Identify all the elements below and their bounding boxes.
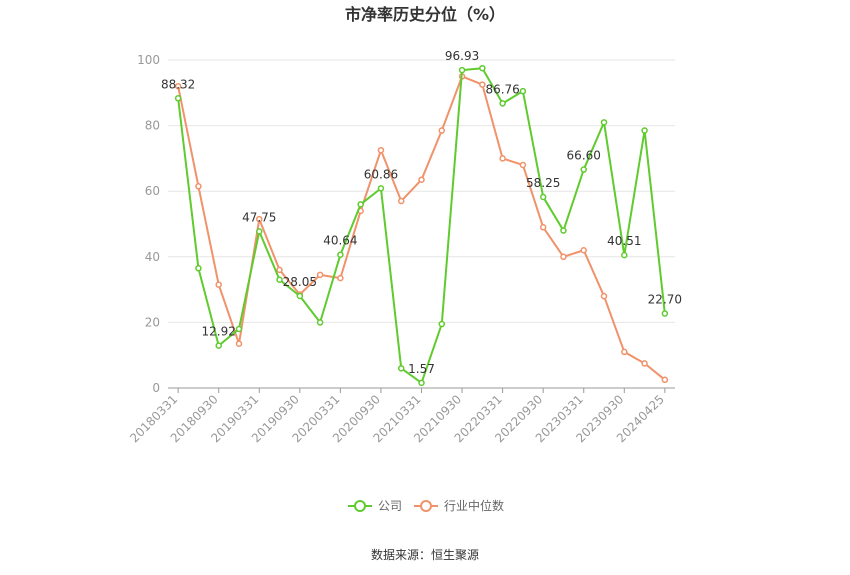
data-label: 66.60 [567, 149, 601, 163]
data-point[interactable] [357, 201, 364, 208]
data-point[interactable] [276, 276, 283, 284]
series-layer [174, 64, 669, 387]
data-point[interactable] [519, 87, 527, 95]
y-tick-label: 80 [145, 119, 160, 133]
chart-title: 市净率历史分位（%） [345, 5, 505, 24]
data-point[interactable] [621, 348, 628, 356]
legend-item-1[interactable]: 行业中位数 [414, 498, 504, 513]
y-tick-label: 0 [152, 381, 160, 395]
source-note: 数据来源：恒生聚源 [371, 547, 479, 562]
legend-swatch-marker [420, 500, 432, 512]
data-point[interactable] [539, 193, 547, 201]
data-point[interactable] [580, 166, 587, 173]
data-point[interactable] [438, 320, 446, 328]
data-point[interactable] [215, 281, 222, 288]
data-point[interactable] [539, 224, 547, 231]
data-label: 1.57 [408, 362, 435, 376]
y-tick-label: 20 [145, 315, 160, 329]
data-point[interactable] [479, 81, 486, 88]
data-label: 12.92 [202, 325, 236, 339]
data-label: 47.75 [242, 210, 276, 224]
data-point[interactable] [195, 183, 202, 190]
data-point[interactable] [397, 365, 405, 372]
data-point[interactable] [377, 146, 385, 154]
data-point[interactable] [174, 95, 182, 102]
axes: 0204060801002018033120180930201903312019… [127, 53, 675, 445]
data-point[interactable] [235, 325, 243, 333]
data-point[interactable] [661, 310, 669, 317]
data-label: 88.32 [161, 77, 195, 91]
data-point[interactable] [458, 66, 466, 74]
data-labels: 88.32 12.92 47.75 28.05 40.64 60.86 1.57 96.93 8… [161, 49, 682, 376]
data-label: 86.76 [485, 82, 519, 96]
data-point[interactable] [661, 376, 669, 384]
data-label: 28.05 [283, 275, 317, 289]
data-point[interactable] [641, 360, 648, 367]
data-label: 40.51 [607, 234, 641, 248]
data-point[interactable] [600, 292, 608, 300]
data-point[interactable] [276, 266, 283, 274]
data-point[interactable] [316, 319, 324, 326]
legend-label: 行业中位数 [444, 498, 504, 513]
series-line-0 [177, 67, 666, 384]
data-point[interactable] [174, 82, 182, 90]
data-point[interactable] [377, 185, 385, 192]
data-point[interactable] [519, 161, 527, 169]
data-label: 58.25 [526, 176, 560, 190]
data-label: 22.70 [648, 293, 682, 307]
data-point[interactable] [296, 292, 304, 300]
data-point[interactable] [499, 100, 506, 107]
data-label: 60.86 [364, 167, 398, 181]
data-label: 40.64 [323, 234, 357, 248]
series-line-1 [177, 75, 666, 381]
data-point[interactable] [479, 64, 486, 72]
data-point[interactable] [397, 197, 405, 205]
legend-item-0[interactable]: 公司 [348, 499, 402, 513]
data-point[interactable] [316, 271, 324, 279]
data-point[interactable] [560, 227, 567, 234]
data-point[interactable] [256, 228, 263, 235]
legend[interactable]: 公司 行业中位数 [348, 498, 504, 513]
y-tick-label: 100 [137, 53, 160, 67]
data-point[interactable] [499, 155, 506, 162]
data-point[interactable] [600, 119, 608, 126]
legend-label: 公司 [378, 499, 402, 513]
data-point[interactable] [337, 251, 344, 258]
data-point[interactable] [418, 379, 425, 387]
data-point[interactable] [621, 251, 628, 259]
data-point[interactable] [641, 127, 648, 134]
data-point[interactable] [235, 340, 243, 347]
data-point[interactable] [256, 215, 263, 223]
data-point[interactable] [337, 274, 344, 282]
y-tick-label: 40 [145, 250, 160, 264]
data-point[interactable] [560, 253, 567, 261]
data-point[interactable] [418, 176, 425, 183]
legend-swatch-marker [354, 500, 366, 512]
data-point[interactable] [215, 342, 222, 349]
data-point[interactable] [438, 127, 446, 134]
data-label: 96.93 [445, 49, 479, 63]
y-tick-label: 60 [145, 184, 160, 198]
data-point[interactable] [580, 246, 587, 254]
data-point[interactable] [195, 265, 202, 272]
